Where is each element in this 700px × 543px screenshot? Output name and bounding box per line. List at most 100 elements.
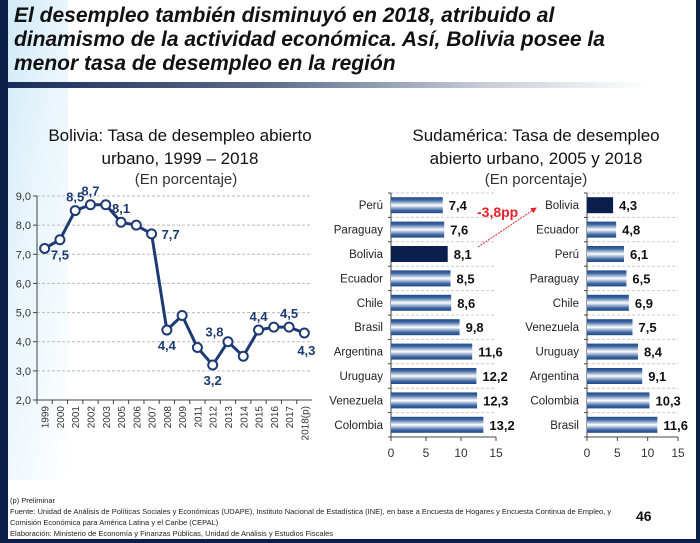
- data-label: 3,2: [204, 373, 222, 388]
- bar: [391, 343, 473, 360]
- y-tick-label: 4,0: [16, 337, 31, 349]
- value-label: 10,3: [655, 393, 680, 408]
- y-tick-label: 7,0: [16, 249, 31, 261]
- category-label: Perú: [555, 249, 579, 261]
- category-label: Chile: [357, 298, 383, 310]
- data-point: [237, 350, 249, 362]
- x-tick-label: 0: [388, 446, 395, 460]
- bar: [587, 368, 643, 384]
- data-label: 8,7: [81, 184, 99, 199]
- category-label: Venezuela: [525, 322, 579, 334]
- category-label: Argentina: [334, 347, 384, 359]
- category-label: Colombia: [334, 420, 383, 432]
- bar: [391, 246, 448, 262]
- x-tick-label: 2009: [178, 406, 189, 429]
- x-tick-label: 2002: [86, 406, 97, 429]
- y-tick-label: 5,0: [16, 308, 31, 320]
- data-point: [298, 327, 310, 339]
- data-point: [54, 234, 66, 246]
- value-label: 6,5: [632, 271, 650, 286]
- data-point: [207, 359, 219, 371]
- bar-chart-title: abierto urbano, 2005 y 2018: [430, 149, 643, 168]
- bar: [391, 294, 452, 311]
- x-tick-label: 2007: [148, 406, 159, 429]
- value-label: 7,5: [639, 320, 657, 335]
- footer-notes: (p) Preliminar Fuente: Unidad de Análisi…: [10, 495, 620, 539]
- title-line: menor tasa de desempleo en la región: [14, 52, 396, 75]
- category-label: Colombia: [530, 395, 579, 407]
- bar: [587, 319, 633, 336]
- data-point: [268, 321, 280, 333]
- data-point: [69, 205, 81, 217]
- value-label: 11,6: [478, 345, 503, 360]
- title-line: dinamismo de la actividad económica. Así…: [14, 28, 605, 51]
- category-label: Bolivia: [545, 200, 579, 212]
- value-label: 13,2: [489, 418, 514, 433]
- value-label: 9,8: [466, 320, 484, 335]
- data-point: [161, 324, 173, 336]
- x-tick-label: 2006: [132, 406, 143, 429]
- category-label: Bolivia: [349, 249, 383, 261]
- x-tick-label: 2015: [255, 406, 266, 429]
- x-tick-label: 2011: [193, 406, 204, 428]
- bar-chart-2005: 0 5 10 15 Perú 7,4 Paraguay 7,6 Bolivia 8,1 Ecuado…: [329, 192, 515, 460]
- footer-source: Fuente: Unidad de Análisis de Políticas …: [10, 507, 612, 527]
- category-label: Perú: [359, 200, 383, 212]
- data-label: 4,5: [280, 306, 298, 321]
- x-tick-label: 15: [489, 446, 503, 460]
- x-tick-label: 15: [671, 446, 685, 460]
- y-tick-label: 8,0: [16, 220, 31, 232]
- x-tick-label: 2012: [209, 406, 220, 429]
- y-tick-label: 6,0: [16, 278, 31, 290]
- change-annotation-label: -3,8pp: [477, 204, 518, 220]
- y-tick-label: 3,0: [16, 366, 31, 378]
- x-tick-label: 2014: [239, 406, 250, 429]
- slide-frame-bottom: [0, 539, 700, 543]
- value-label: 11,6: [663, 418, 688, 433]
- bar: [587, 197, 614, 214]
- line-chart-subtitle: (En porcentaje): [135, 171, 238, 188]
- value-label: 8,4: [644, 345, 663, 360]
- x-tick-label: 2003: [102, 406, 113, 429]
- change-annotation: -3,8pp: [477, 204, 537, 248]
- value-label: 8,5: [457, 271, 475, 286]
- value-label: 8,1: [454, 247, 472, 262]
- data-point: [146, 228, 158, 240]
- data-label: 4,3: [297, 343, 315, 358]
- footer-note: (p) Preliminar: [10, 496, 56, 505]
- x-tick-label: 2013: [224, 406, 235, 429]
- x-tick-label: 2017: [285, 406, 296, 429]
- data-label: 4,4: [249, 309, 268, 324]
- category-label: Paraguay: [530, 273, 579, 285]
- data-label: 7,7: [162, 227, 180, 242]
- category-label: Brasil: [354, 322, 383, 334]
- x-tick-label: 2001: [71, 406, 82, 429]
- category-label: Argentina: [530, 371, 580, 383]
- x-tick-label: 2005: [117, 406, 128, 429]
- bar: [587, 416, 658, 433]
- y-tick-label: 9,0: [16, 191, 31, 203]
- data-point: [191, 342, 203, 354]
- slide-frame-left: [0, 0, 8, 543]
- bar: [587, 294, 629, 311]
- category-label: Chile: [553, 298, 579, 310]
- value-label: 7,6: [450, 223, 468, 238]
- value-label: 8,6: [457, 296, 475, 311]
- x-tick-label: 2016: [270, 406, 281, 429]
- x-tick-label: 0: [584, 446, 591, 460]
- bar: [391, 197, 443, 214]
- bar: [391, 221, 445, 238]
- arrow-icon: [477, 207, 537, 248]
- data-label: 4,4: [158, 338, 177, 353]
- data-point: [253, 324, 265, 336]
- data-point: [130, 219, 142, 231]
- line-chart-title: Bolivia: Tasa de desempleo abierto: [48, 126, 311, 145]
- bar: [587, 270, 627, 287]
- x-tick-label: 2000: [56, 406, 67, 429]
- data-label: 8,5: [66, 190, 84, 205]
- bar-chart-title: Sudamérica: Tasa de desempleo: [412, 126, 659, 145]
- category-label: Brasil: [550, 420, 579, 432]
- bar: [391, 270, 451, 287]
- category-label: Ecuador: [340, 273, 383, 285]
- data-label: 8,1: [112, 201, 130, 216]
